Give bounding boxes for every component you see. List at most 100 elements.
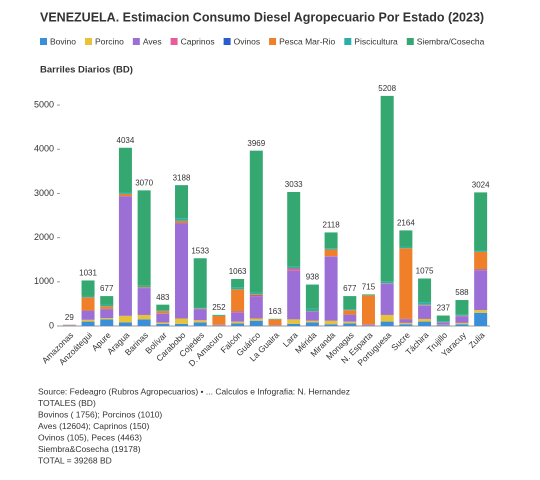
bar-segment bbox=[455, 300, 469, 315]
bar-segment bbox=[81, 321, 95, 326]
bar-segment bbox=[418, 321, 432, 326]
bar-segment bbox=[81, 319, 95, 322]
bar-segment bbox=[380, 321, 394, 326]
bar-segment bbox=[156, 323, 170, 326]
bar-segment bbox=[380, 281, 394, 284]
bar-segment bbox=[193, 307, 207, 309]
legend-label: Caprinos bbox=[181, 36, 215, 46]
bar-segment bbox=[361, 295, 375, 325]
total-label: 483 bbox=[156, 293, 170, 302]
bar-segment bbox=[436, 315, 450, 322]
bar-segment bbox=[418, 318, 432, 322]
bar-segment bbox=[231, 323, 245, 326]
bar-segment bbox=[418, 302, 432, 305]
bar-segment bbox=[343, 323, 357, 326]
bar-segment bbox=[175, 223, 189, 319]
y-tick-label: 3000 bbox=[34, 188, 54, 198]
bar-segment bbox=[287, 269, 301, 271]
total-label: 2118 bbox=[322, 221, 340, 230]
bar-segment bbox=[380, 95, 394, 282]
bar-segment bbox=[305, 320, 319, 323]
y-tick-label: 5000 bbox=[34, 99, 54, 109]
bar-segment bbox=[343, 314, 357, 322]
bar-segment bbox=[287, 270, 301, 320]
bar-segment bbox=[343, 310, 357, 315]
bar-segment bbox=[305, 308, 319, 312]
legend-swatch bbox=[406, 38, 414, 45]
y-tick-label: 2000 bbox=[34, 232, 54, 242]
bar-segment bbox=[249, 292, 263, 295]
bar-segment bbox=[268, 319, 282, 326]
y-tick-label: 0 bbox=[49, 320, 54, 330]
footnote: Ovinos (105), Peces (4463) bbox=[38, 432, 142, 442]
footnote: TOTAL = 39268 BD bbox=[38, 455, 112, 465]
bar-segment bbox=[455, 314, 469, 316]
bar-segment bbox=[324, 249, 338, 257]
bar-segment bbox=[249, 296, 263, 319]
bar-segment bbox=[175, 185, 189, 219]
total-label: 938 bbox=[306, 273, 320, 282]
bar-segment bbox=[175, 318, 189, 324]
bar-segment bbox=[118, 322, 132, 326]
bar-segment bbox=[436, 322, 450, 325]
bar-segment bbox=[305, 311, 319, 321]
bar-segment bbox=[100, 309, 114, 319]
total-label: 5208 bbox=[378, 84, 396, 93]
bar-segment bbox=[287, 266, 301, 269]
x-tick-label: Zulia bbox=[467, 330, 487, 350]
total-label: 4034 bbox=[117, 136, 135, 145]
bar-segment bbox=[175, 220, 189, 224]
bar-segment bbox=[361, 294, 375, 296]
total-label: 163 bbox=[268, 307, 282, 316]
bar-segment bbox=[137, 288, 151, 315]
bar-segment bbox=[137, 285, 151, 288]
bar-segment bbox=[455, 322, 469, 325]
bar-segment bbox=[343, 309, 357, 311]
bar-segment bbox=[343, 321, 357, 324]
bar-segment bbox=[231, 311, 245, 313]
bar-segment bbox=[231, 321, 245, 324]
bar-segment bbox=[118, 192, 132, 194]
bar-segment bbox=[193, 322, 207, 326]
bar-segment bbox=[455, 324, 469, 326]
total-label: 3070 bbox=[135, 178, 153, 187]
bar-segment bbox=[156, 311, 170, 314]
bar-segment bbox=[81, 295, 95, 298]
bar-segment bbox=[212, 314, 226, 316]
bar-segment bbox=[249, 320, 263, 326]
bar-segment bbox=[137, 319, 151, 326]
bar-segment bbox=[287, 323, 301, 326]
bar-segment bbox=[287, 319, 301, 324]
total-label: 3033 bbox=[285, 180, 303, 189]
bar-segment bbox=[118, 193, 132, 197]
legend-swatch bbox=[269, 38, 277, 45]
bar-segment bbox=[361, 324, 375, 326]
bar-segment bbox=[193, 258, 207, 308]
legend-swatch bbox=[85, 38, 92, 45]
total-label: 3188 bbox=[173, 173, 191, 182]
bar-segment bbox=[231, 289, 245, 312]
total-label: 237 bbox=[437, 304, 451, 313]
bar-segment bbox=[249, 294, 263, 296]
total-label: 2164 bbox=[397, 218, 415, 227]
bar-segment bbox=[231, 279, 245, 288]
total-label: 1075 bbox=[416, 267, 434, 276]
legend-label: Pesca Mar-Rio bbox=[279, 36, 335, 46]
total-label: 588 bbox=[455, 288, 469, 297]
bar-segment bbox=[118, 315, 132, 323]
bar-segment bbox=[137, 190, 151, 286]
bar-segment bbox=[343, 296, 357, 310]
bar-segment bbox=[474, 312, 488, 326]
footnote: Siembra&Cosecha (19178) bbox=[38, 444, 141, 454]
bar-segment bbox=[100, 319, 114, 326]
bar-segment bbox=[175, 323, 189, 326]
bar-segment bbox=[399, 324, 413, 326]
total-label: 1533 bbox=[191, 246, 209, 255]
footnote: TOTALES (BD) bbox=[38, 398, 96, 408]
bar-segment bbox=[156, 313, 170, 323]
bar-segment bbox=[212, 315, 226, 325]
bar-segment bbox=[249, 150, 263, 293]
bar-segment bbox=[81, 310, 95, 320]
total-label: 252 bbox=[212, 303, 226, 312]
